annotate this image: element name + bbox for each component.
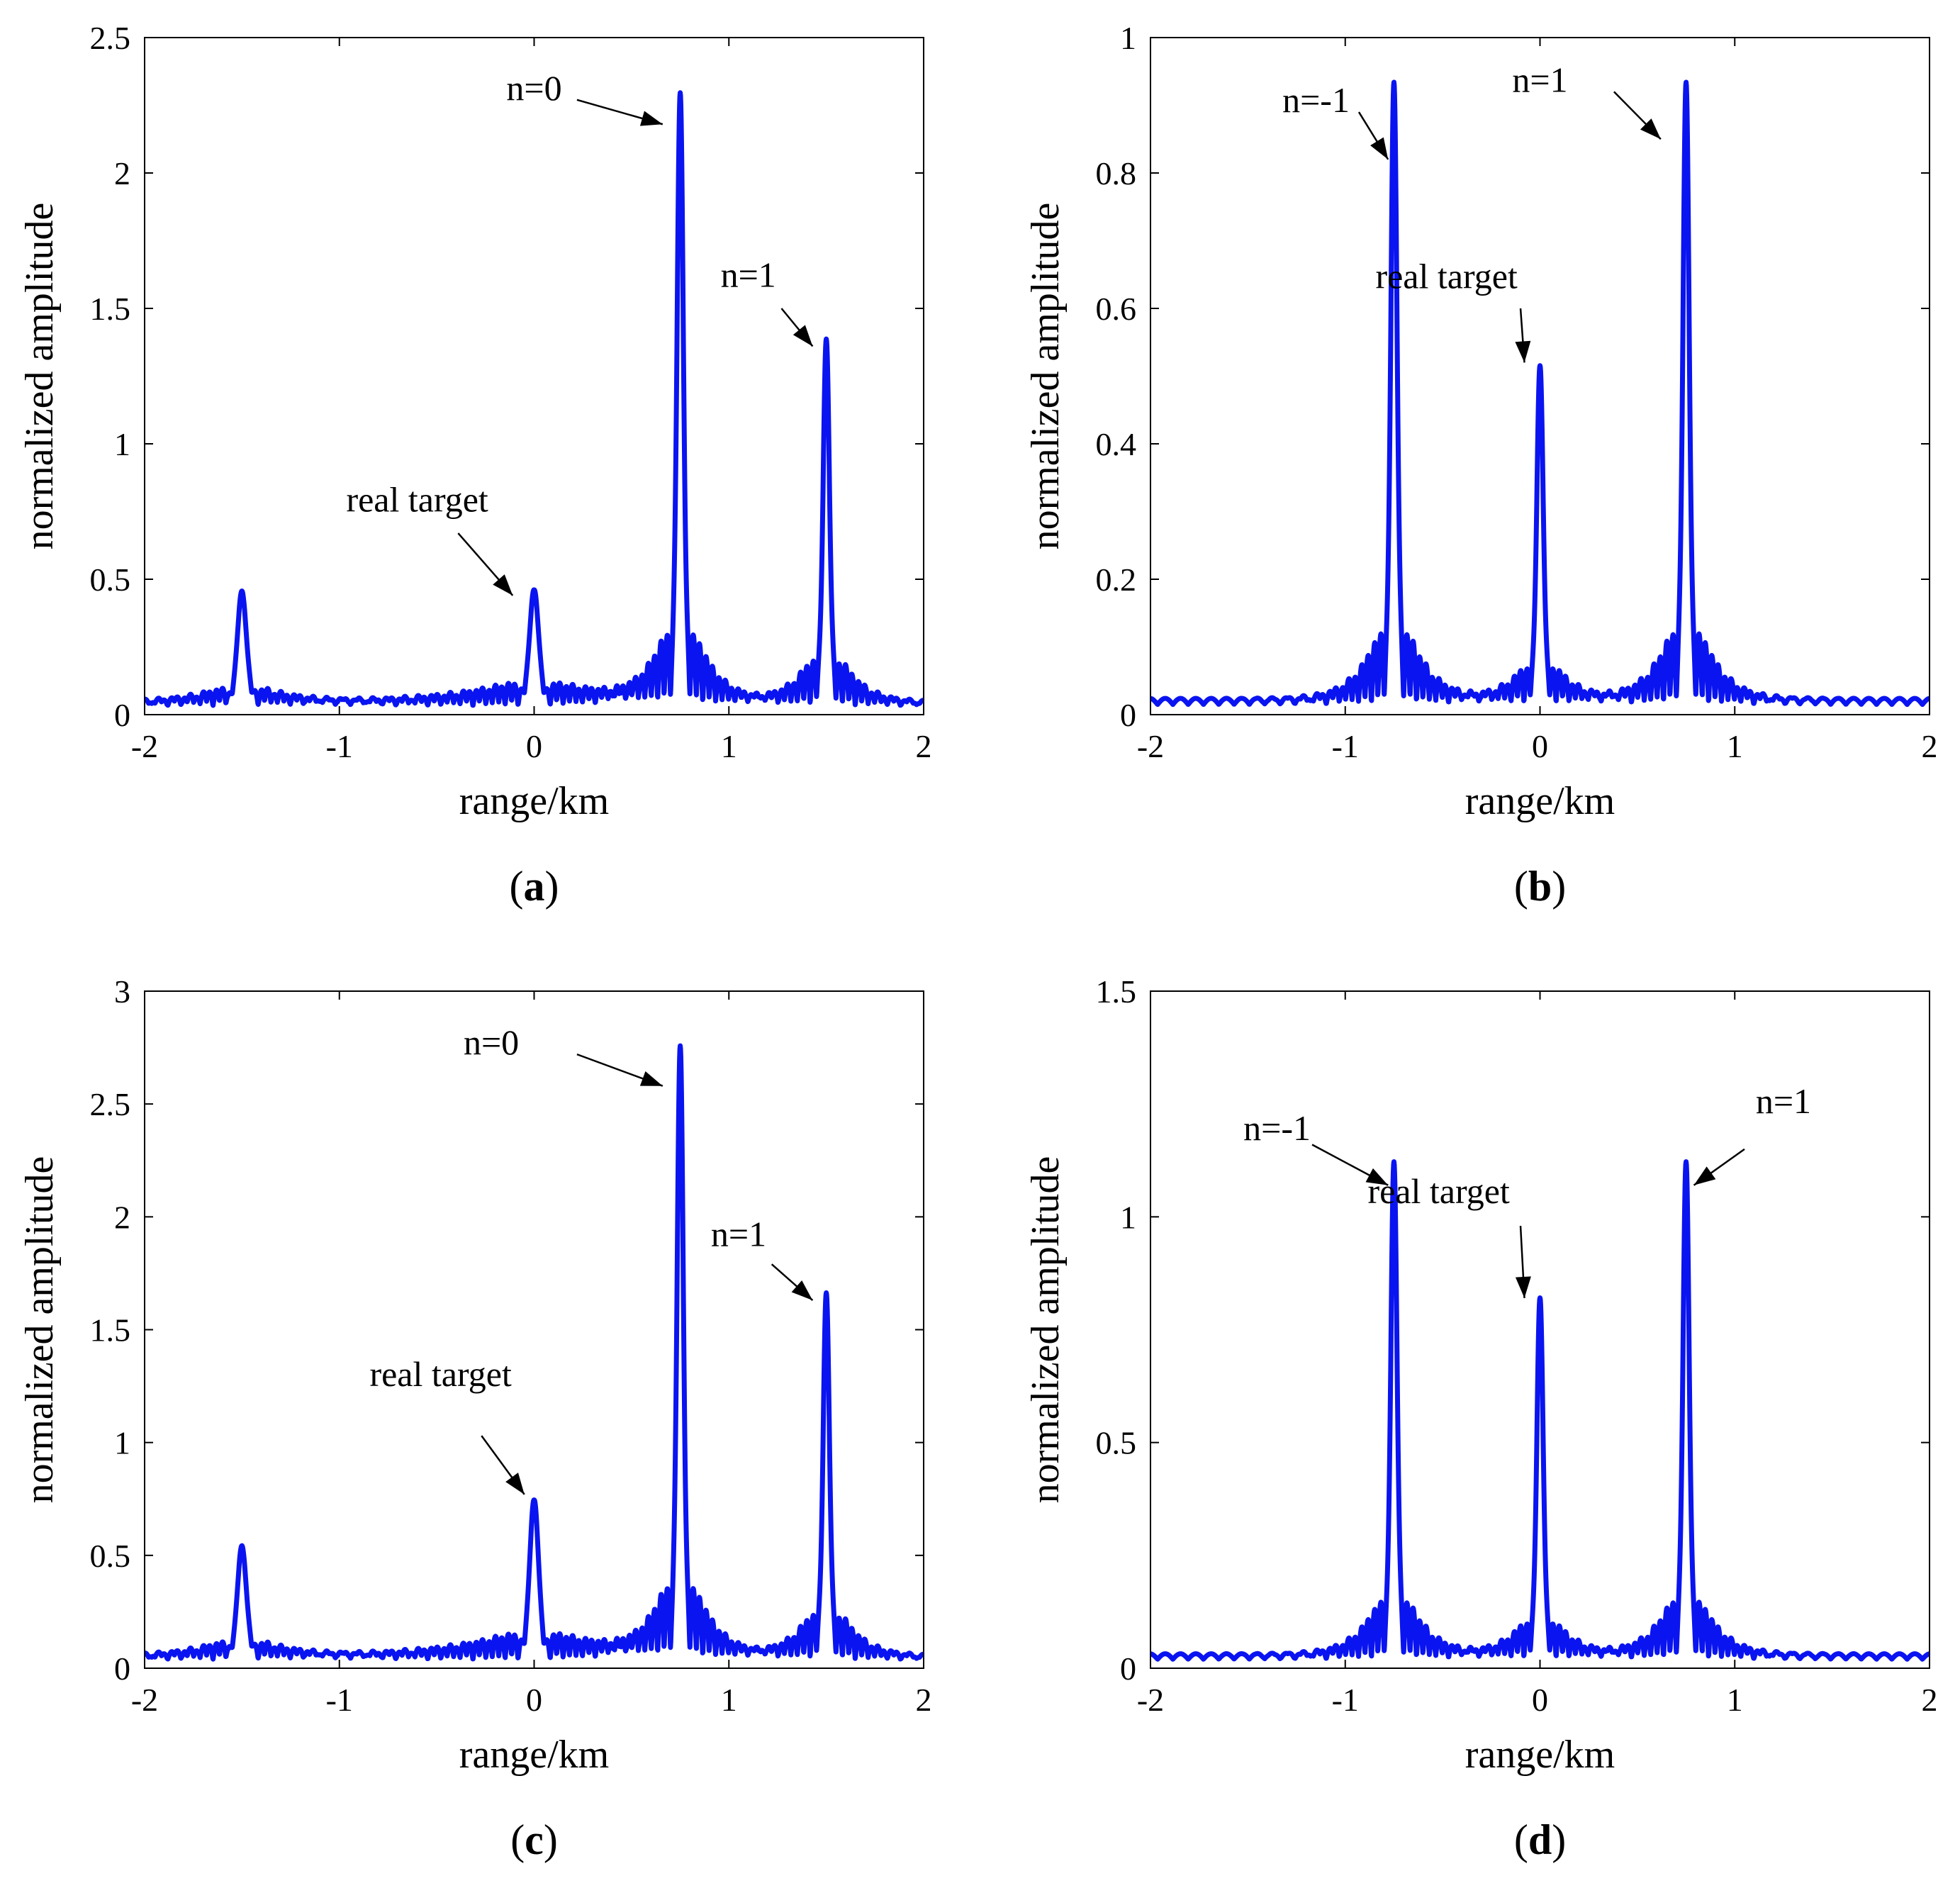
- y-tick-label: 0.5: [90, 562, 131, 598]
- annotation-arrowhead: [639, 1071, 663, 1086]
- annotation-label: n=1: [1756, 1081, 1811, 1121]
- y-tick-label: 2: [114, 155, 130, 191]
- panel-label: (c): [510, 1816, 558, 1863]
- y-tick-label: 0: [1120, 1650, 1136, 1687]
- y-tick-label: 1.5: [1096, 973, 1137, 1010]
- chart-panel-a: -2 -1 0 1 2 0 0.5 1 1.5 2 2.5 range/km normalized am…: [18, 20, 932, 910]
- annotation-arrowhead: [1515, 340, 1531, 363]
- x-tick-label: 2: [1922, 1682, 1938, 1718]
- annotation-arrowhead: [1640, 118, 1661, 140]
- y-tick-label: 0: [1120, 697, 1136, 733]
- x-tick-label: -2: [1137, 728, 1164, 764]
- plot-frame: [144, 990, 924, 1669]
- panel-label: (a): [510, 863, 559, 910]
- x-axis-label: range/km: [459, 1733, 609, 1777]
- annotation-arrowhead: [493, 574, 513, 596]
- annotation-arrowhead: [793, 325, 813, 347]
- series-line-response: [145, 1043, 924, 1662]
- x-tick-label: 1: [721, 728, 737, 764]
- x-tick-label: 1: [721, 1682, 737, 1718]
- series-line-response: [145, 90, 924, 708]
- y-tick-label: 1: [114, 426, 130, 462]
- y-axis-label: normalized amplitude: [1024, 203, 1068, 550]
- annotation-label: n=1: [721, 255, 776, 294]
- panel-label: (b): [1514, 863, 1566, 910]
- x-tick-label: -2: [1137, 1682, 1164, 1718]
- chart-panel-b: -2 -1 0 1 2 0 0.2 0.4 0.6 0.8 1 range/km normalized …: [1024, 20, 1938, 910]
- plot-frame: [144, 37, 924, 715]
- x-tick-label: 2: [916, 1682, 932, 1718]
- x-axis-label: range/km: [1465, 779, 1615, 823]
- annotation-label: real target: [369, 1354, 511, 1394]
- x-tick-label: 1: [1727, 728, 1743, 764]
- annotation-arrowhead: [791, 1280, 813, 1301]
- y-axis-label: normalized amplitude: [18, 203, 62, 550]
- annotation-arrowhead: [1370, 137, 1389, 160]
- annotation-label: n=-1: [1243, 1108, 1311, 1148]
- chart-panel-c: -2 -1 0 1 2 0 0.5 1 1.5 2 2.5 3 range/km normalized a…: [18, 973, 932, 1863]
- y-tick-label: 1.5: [90, 1312, 131, 1348]
- y-tick-label: 1: [1120, 20, 1136, 56]
- annotation-label: n=1: [711, 1214, 766, 1254]
- y-tick-label: 0.5: [90, 1538, 131, 1574]
- y-tick-label: 3: [114, 973, 130, 1010]
- y-tick-label: 0: [114, 1650, 130, 1687]
- x-tick-label: 1: [1727, 1682, 1743, 1718]
- y-tick-label: 2.5: [90, 20, 131, 56]
- x-tick-label: -2: [131, 1682, 158, 1718]
- x-tick-label: 0: [526, 1682, 542, 1718]
- x-tick-label: 2: [1922, 728, 1938, 764]
- y-tick-label: 0.2: [1096, 562, 1137, 598]
- annotation-arrowhead: [1693, 1166, 1716, 1185]
- y-tick-label: 1: [114, 1425, 130, 1461]
- x-tick-label: -1: [1332, 1682, 1359, 1718]
- panel-label: (d): [1514, 1816, 1566, 1863]
- y-tick-label: 2.5: [90, 1086, 131, 1122]
- x-tick-label: 0: [526, 728, 542, 764]
- annotation-label: n=-1: [1282, 80, 1350, 120]
- x-tick-label: -1: [326, 1682, 353, 1718]
- x-axis-label: range/km: [459, 779, 609, 823]
- annotation-label: real target: [1367, 1171, 1509, 1211]
- annotation-label: n=1: [1512, 60, 1567, 99]
- annotation-label: n=0: [506, 68, 561, 108]
- x-tick-label: 2: [916, 728, 932, 764]
- x-tick-label: 0: [1532, 728, 1548, 764]
- x-tick-label: -2: [131, 728, 158, 764]
- y-tick-label: 0.8: [1096, 155, 1137, 191]
- x-tick-label: 0: [1532, 1682, 1548, 1718]
- annotation-arrowhead: [639, 111, 663, 126]
- y-axis-label: normalized amplitude: [1024, 1156, 1068, 1504]
- x-axis-label: range/km: [1465, 1733, 1615, 1777]
- x-tick-label: -1: [326, 728, 353, 764]
- annotation-arrowhead: [1365, 1168, 1389, 1185]
- x-tick-label: -1: [1332, 728, 1359, 764]
- y-tick-label: 2: [114, 1199, 130, 1235]
- series-line-response: [1150, 79, 1930, 708]
- y-tick-label: 0.5: [1096, 1425, 1137, 1461]
- annotation-label: n=0: [464, 1022, 519, 1062]
- annotation-label: real target: [346, 480, 488, 520]
- chart-panel-d: -2 -1 0 1 2 0 0.5 1 1.5 range/km normalized amplit…: [1024, 973, 1938, 1863]
- annotation-label: real target: [1375, 256, 1517, 296]
- y-tick-label: 0: [114, 697, 130, 733]
- y-tick-label: 1.5: [90, 291, 131, 327]
- y-tick-label: 0.4: [1096, 426, 1137, 462]
- annotation-arrowhead: [1515, 1276, 1531, 1298]
- y-tick-label: 1: [1120, 1199, 1136, 1235]
- series-line-response: [1150, 1159, 1930, 1662]
- annotation-arrowhead: [505, 1473, 525, 1495]
- y-tick-label: 0.6: [1096, 291, 1137, 327]
- y-axis-label: normalized amplitude: [18, 1156, 62, 1504]
